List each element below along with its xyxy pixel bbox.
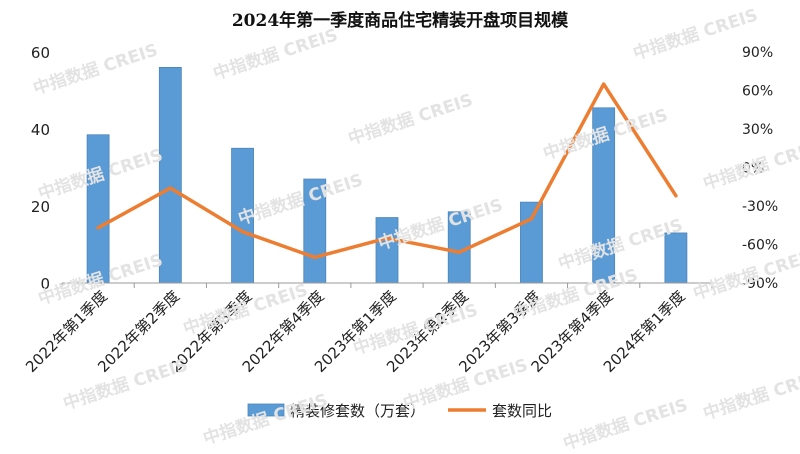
y-left-tick-label: 20 [31, 198, 50, 216]
y-right-tick-label: -60% [742, 238, 778, 254]
bar [375, 217, 399, 284]
bar [592, 107, 616, 284]
y-right-tick-label: 30% [742, 122, 773, 138]
legend-label-line: 套数同比 [492, 402, 552, 420]
bar [231, 147, 254, 284]
line-point [529, 217, 533, 221]
line-point [457, 250, 461, 254]
line-point [674, 194, 678, 198]
legend-swatch-bar [247, 403, 285, 417]
bar [303, 178, 327, 284]
bar [158, 67, 182, 284]
bar [86, 134, 110, 284]
bar [664, 232, 688, 284]
line-point [168, 186, 172, 190]
y-left-tick-label: 40 [31, 121, 50, 139]
bar [520, 201, 543, 284]
y-left-tick-label: 60 [31, 44, 50, 62]
legend-label-bar: 精装修套数（万套） [290, 402, 425, 420]
y-left-tick-label: 0 [40, 275, 50, 293]
chart-svg: 0204060-90%-60%-30%0%30%60%90%2022年第1季度2… [22, 44, 778, 420]
chart: 2024年第一季度商品住宅精装开盘项目规模 0 20 40 60 -90% -60% -30… [22, 11, 778, 420]
y-right-tick-label: -90% [742, 276, 778, 292]
y-right-tick-label: -30% [742, 199, 778, 215]
line-point [313, 255, 317, 259]
line-point [241, 230, 245, 234]
line-point [96, 226, 100, 230]
y-right-tick-label: 60% [742, 84, 773, 100]
y-right-tick-label: 90% [742, 45, 773, 61]
chart-title: 2024年第一季度商品住宅精装开盘项目规模 [231, 11, 569, 31]
line-point [385, 236, 389, 240]
line-point [602, 82, 606, 86]
y-right-tick-label: 0% [742, 161, 764, 177]
